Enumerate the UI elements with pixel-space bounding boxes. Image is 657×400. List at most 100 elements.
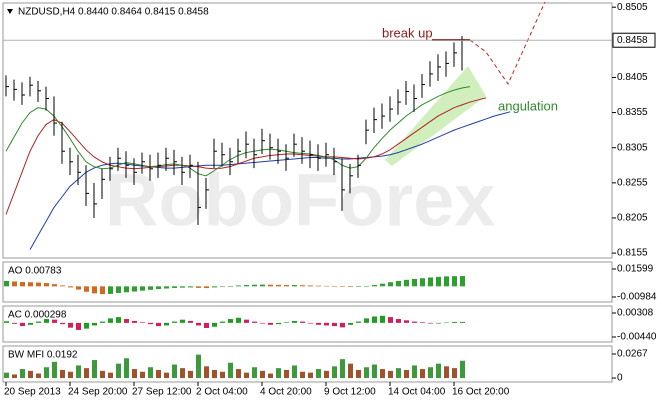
current-price-label: 0.8458 (617, 35, 648, 46)
histogram-bar (340, 322, 345, 328)
histogram-bar (36, 321, 41, 323)
y-tick-label: 0.8205 (617, 213, 648, 224)
histogram-bar (452, 276, 457, 287)
histogram-bar (364, 318, 369, 323)
histogram-bar (436, 322, 441, 324)
watermark: RoboForex (105, 159, 496, 242)
histogram-bar (300, 321, 305, 323)
histogram-bar (428, 367, 433, 379)
histogram-bar (196, 354, 201, 379)
histogram-bar (292, 285, 297, 287)
histogram-bar (436, 363, 441, 379)
histogram-bar (324, 370, 329, 379)
panel-frame (2, 345, 613, 383)
histogram-bar (148, 286, 153, 290)
y-tick-label: 0.00308 (617, 308, 654, 319)
histogram-bar (100, 370, 105, 379)
histogram-bar (20, 322, 25, 327)
current-price-box (612, 32, 656, 48)
histogram-bar (124, 358, 129, 379)
histogram-bar (276, 284, 281, 287)
histogram-bar (28, 282, 33, 287)
histogram-bar (132, 320, 137, 323)
histogram-bar (236, 317, 241, 323)
histogram-bar (324, 322, 329, 326)
histogram-bar (164, 286, 169, 289)
histogram-bar (316, 369, 321, 379)
y-tick-label: 0.8305 (617, 142, 648, 153)
histogram-bar (348, 322, 353, 325)
histogram-bar (132, 369, 137, 379)
x-tick-label: 16 Oct 20:00 (452, 387, 510, 398)
histogram-bar (76, 322, 81, 330)
x-tick-label: 14 Oct 04:00 (388, 387, 446, 398)
histogram-bar (276, 368, 281, 379)
watermark-layer: RoboForex (105, 159, 496, 242)
histogram-bar (292, 365, 297, 379)
x-tick-label: 9 Oct 12:00 (324, 387, 376, 398)
histogram-bar (84, 286, 89, 292)
histogram-bar (308, 322, 313, 324)
histogram-bar (356, 369, 361, 379)
histogram-bar (188, 286, 193, 288)
histogram-bar (204, 322, 209, 329)
histogram-bar (196, 322, 201, 326)
histogram-bar (20, 369, 25, 379)
histogram-bar (132, 286, 137, 292)
histogram-bar (460, 321, 465, 323)
histogram-bar (44, 367, 49, 379)
histogram-bar (28, 370, 33, 379)
histogram-bar (100, 286, 105, 295)
histogram-bar (460, 276, 465, 287)
histogram-bar (108, 372, 113, 379)
panel-title: AC 0.000298 (8, 310, 67, 321)
histogram-bar (156, 369, 161, 379)
histogram-bar (300, 285, 305, 287)
panel-title: BW MFI 0.0192 (8, 350, 78, 361)
histogram-bar (116, 363, 121, 379)
histogram-bar (252, 284, 257, 287)
histogram-bar (348, 363, 353, 379)
histogram-bar (244, 285, 249, 287)
histogram-bar (52, 284, 57, 287)
histogram-bar (444, 322, 449, 324)
histogram-bar (124, 319, 129, 323)
histogram-bar (68, 322, 73, 328)
histogram-bar (4, 321, 9, 323)
histogram-bar (196, 286, 201, 288)
histogram-bar (364, 367, 369, 379)
histogram-bar (268, 373, 273, 379)
histogram-bar (332, 322, 337, 327)
histogram-bar (28, 322, 33, 325)
histogram-bar (212, 322, 217, 327)
histogram-bar (300, 371, 305, 379)
histogram-bar (420, 322, 425, 323)
histogram-bar (356, 286, 361, 287)
histogram-bar (404, 320, 409, 323)
histogram-bar (260, 322, 265, 324)
histogram-bar (276, 322, 281, 325)
histogram-bar (148, 367, 153, 379)
y-tick-label: 0.01599 (617, 264, 654, 275)
histogram-bar (460, 360, 465, 379)
histogram-bar (244, 319, 249, 323)
histogram-bar (428, 322, 433, 324)
x-tick-label: 4 Oct 20:00 (260, 387, 312, 398)
histogram-bar (236, 285, 241, 287)
histogram-bar (76, 365, 81, 379)
histogram-bar (388, 317, 393, 323)
histogram-bar (52, 361, 57, 379)
histogram-bar (140, 371, 145, 379)
histogram-bar (4, 372, 9, 379)
histogram-bar (228, 286, 233, 287)
histogram-bar (204, 286, 209, 289)
histogram-bar (60, 369, 65, 379)
histogram-bar (68, 286, 73, 288)
histogram-bar (180, 319, 185, 323)
histogram-bar (116, 286, 121, 294)
angulation-fan (385, 66, 486, 166)
chart-title: NZDUSD,H4 0.8440 0.8464 0.8415 0.8458 (18, 7, 209, 18)
histogram-bar (84, 322, 89, 329)
histogram-bar (180, 286, 185, 288)
